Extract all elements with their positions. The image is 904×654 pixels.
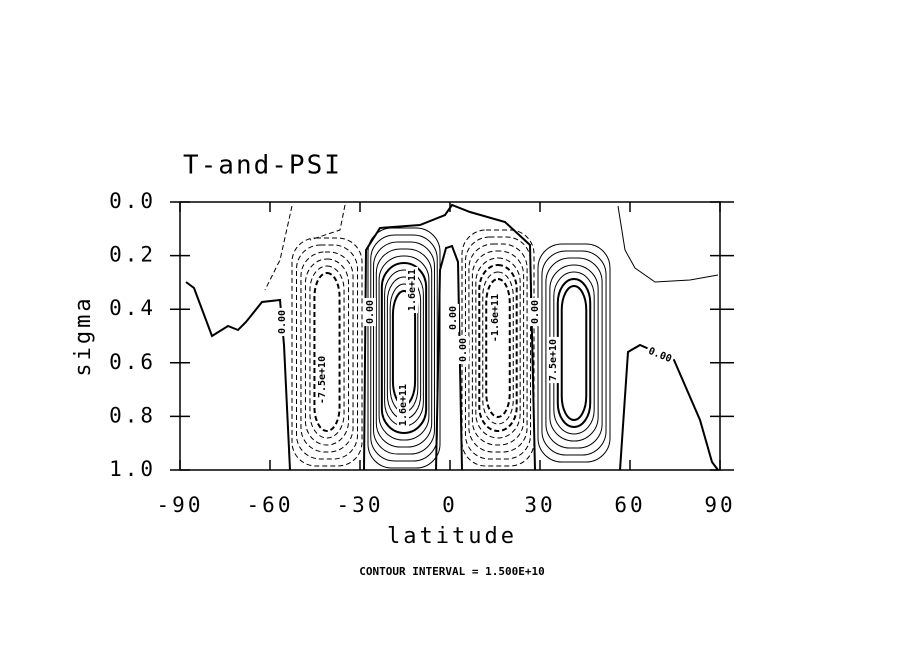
x-tick-label: 0 bbox=[442, 493, 458, 517]
contour-line bbox=[264, 205, 293, 291]
contour-line bbox=[482, 271, 514, 425]
contour-line bbox=[378, 255, 430, 441]
label-background bbox=[547, 336, 559, 384]
contour-label: -1.6e+11 bbox=[490, 294, 501, 342]
x-tick-label: 60 bbox=[614, 493, 645, 517]
chart-title: T-and-PSI bbox=[183, 151, 342, 181]
contour-line bbox=[304, 258, 350, 446]
y-axis-label: sigma bbox=[71, 295, 96, 376]
x-tick-label: -60 bbox=[247, 493, 294, 517]
x-tick-label: -30 bbox=[337, 493, 384, 517]
y-tick-label: 0.2 bbox=[109, 243, 156, 267]
contour-line bbox=[478, 264, 518, 432]
contour-label: 1.6e+11 bbox=[398, 384, 409, 426]
y-tick-label: 1.0 bbox=[109, 457, 156, 481]
contour-line bbox=[309, 265, 345, 439]
contour-line bbox=[367, 227, 441, 469]
contour-line bbox=[560, 285, 588, 421]
contour-line bbox=[537, 243, 611, 463]
contour-line bbox=[375, 248, 433, 448]
x-tick-label: 30 bbox=[524, 493, 555, 517]
y-tick-label: 0.4 bbox=[109, 296, 156, 320]
x-axis-label: latitude bbox=[387, 524, 517, 549]
zero-line bbox=[363, 203, 536, 471]
contour-label: 1.6e+11 bbox=[407, 269, 418, 311]
contour-line bbox=[380, 262, 428, 434]
label-background bbox=[447, 303, 459, 333]
y-tick-label: 0.0 bbox=[109, 189, 156, 213]
contour-label: 0.00 bbox=[365, 300, 376, 324]
label-background bbox=[397, 381, 409, 429]
contour-interval: CONTOUR INTERVAL = 1.500E+10 bbox=[359, 565, 544, 578]
label-background bbox=[364, 297, 376, 327]
contour-line bbox=[370, 234, 438, 462]
contour-line bbox=[541, 250, 607, 456]
label-background bbox=[276, 307, 288, 337]
contour-line bbox=[464, 236, 532, 460]
zero-line bbox=[435, 244, 463, 471]
contour-line bbox=[300, 251, 354, 453]
contour-line bbox=[471, 250, 525, 446]
label-background bbox=[529, 297, 541, 327]
y-tick-label: 0.6 bbox=[109, 350, 156, 374]
contour-line bbox=[485, 278, 511, 418]
label-background bbox=[644, 344, 676, 366]
label-background bbox=[316, 353, 328, 407]
contour-line bbox=[291, 237, 363, 467]
contour-line bbox=[373, 241, 435, 455]
contour-label: -7.5e+10 bbox=[317, 356, 328, 404]
contour-line bbox=[475, 257, 521, 439]
zero-line bbox=[619, 343, 719, 471]
contour-line bbox=[617, 205, 719, 283]
contour-label: 0.00 bbox=[458, 338, 469, 362]
contour-label: 0.00 bbox=[448, 306, 459, 330]
x-tick-label: 90 bbox=[704, 493, 735, 517]
x-tick-label: -90 bbox=[157, 493, 204, 517]
label-background bbox=[489, 291, 501, 345]
label-background bbox=[457, 335, 469, 365]
label-background bbox=[406, 266, 418, 314]
contour-line bbox=[309, 204, 346, 241]
contour-label: 7.5e+10 bbox=[548, 339, 559, 381]
y-tick-label: 0.8 bbox=[109, 403, 156, 427]
contour-line bbox=[295, 244, 359, 460]
contour-label: 0.00 bbox=[277, 310, 288, 334]
contour-label: 0.00 bbox=[530, 300, 541, 324]
contour-line bbox=[545, 257, 603, 449]
contour-line bbox=[313, 272, 341, 432]
